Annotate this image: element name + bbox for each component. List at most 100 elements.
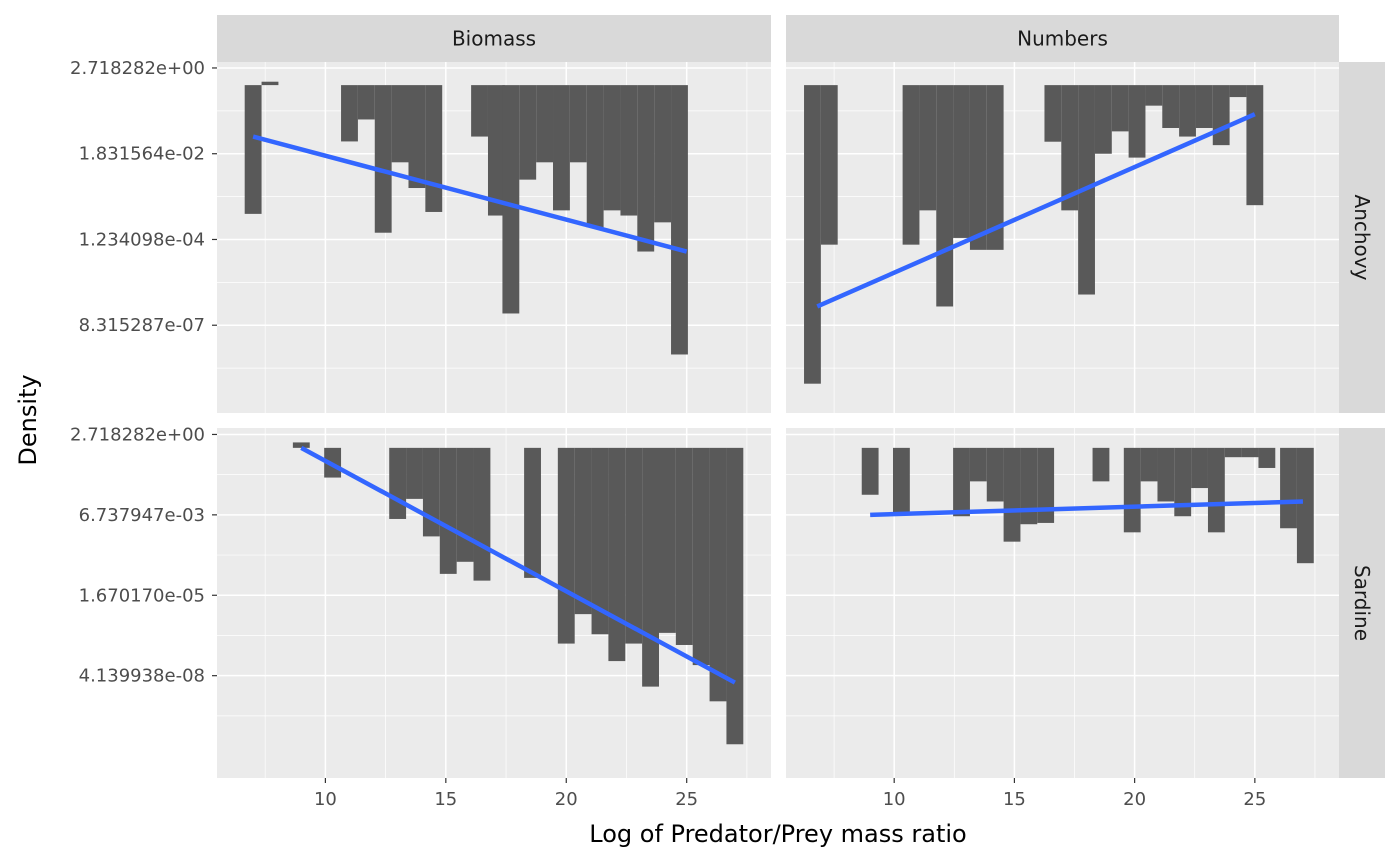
histogram-bar (1229, 85, 1247, 98)
histogram-bar (1179, 85, 1196, 137)
y-tick-label: 8.315287e-07 (79, 315, 205, 336)
x-tick-label: 10 (883, 789, 906, 810)
histogram-bar (1207, 447, 1225, 533)
histogram-bar (1061, 85, 1079, 211)
histogram-bar (625, 447, 643, 644)
facet-strip-biomass (217, 15, 771, 62)
histogram-bar (1094, 85, 1112, 154)
histogram-bar (406, 447, 423, 499)
facet-label-anchovy: Anchovy (1350, 195, 1374, 281)
histogram-bar (1224, 447, 1242, 458)
y-tick-label: 2.718282e+00 (70, 58, 205, 79)
x-tick-label: 25 (1243, 789, 1266, 810)
histogram-bar (1020, 447, 1038, 525)
histogram-bar (591, 447, 609, 635)
y-tick-label: 2.718282e+00 (70, 424, 205, 445)
histogram-bar (1258, 447, 1276, 468)
histogram-bar (608, 447, 626, 662)
histogram-bar (654, 85, 672, 223)
facet-strip-anchovy (1339, 62, 1385, 413)
y-tick-label: 4.139938e-08 (79, 666, 205, 687)
panel-numbers-anchovy (786, 62, 1339, 413)
x-tick-label: 25 (675, 789, 698, 810)
histogram-bar (986, 85, 1004, 250)
regression-line (870, 499, 1304, 518)
histogram-bar (502, 85, 520, 314)
facet-label-biomass: Biomass (452, 27, 536, 51)
histogram-bar (553, 85, 570, 211)
histogram-bar (487, 85, 505, 216)
histogram-bar (574, 447, 592, 615)
x-tick-label: 10 (314, 789, 337, 810)
histogram-bar (1246, 85, 1264, 206)
x-tick-label: 20 (555, 789, 578, 810)
histogram-bar (1195, 85, 1213, 128)
histogram-bar (261, 81, 279, 86)
histogram-bar (1037, 447, 1055, 523)
histogram-bar (620, 85, 638, 216)
histogram-bar (1044, 85, 1062, 142)
x-axis-title: Log of Predator/Prey mass ratio (589, 820, 966, 848)
facet-label-sardine: Sardine (1350, 565, 1374, 641)
histogram-bar (569, 85, 587, 163)
x-tick-label: 20 (1123, 789, 1146, 810)
histogram-bar (675, 447, 693, 645)
histogram-bar (658, 447, 676, 633)
histogram-bar (1174, 447, 1192, 517)
histogram-bar (244, 85, 262, 214)
histogram-bar (969, 85, 987, 250)
x-tick-label: 15 (434, 789, 457, 810)
histogram-bar (1140, 447, 1158, 482)
histogram-bar (953, 447, 970, 517)
histogram-bar (953, 85, 970, 238)
histogram-bar (726, 447, 744, 745)
histogram-bar (902, 85, 920, 245)
histogram-bar (586, 85, 604, 228)
histogram-bar (969, 447, 987, 482)
histogram-bar (1212, 85, 1230, 146)
histogram-bar (1191, 447, 1208, 489)
histogram-bar (524, 447, 541, 578)
panel-biomass-anchovy: 2.718282e+00 1.831564e-02 1.234098e-04 8.31… (70, 58, 771, 413)
histogram-bar (519, 85, 537, 180)
histogram-bar (692, 447, 710, 666)
histogram-bar (292, 442, 310, 448)
histogram-bar (473, 447, 491, 581)
facet-strip-sardine (1339, 428, 1385, 778)
histogram-bar (936, 85, 954, 307)
histogram-bar (1241, 447, 1259, 458)
histogram-bar (642, 447, 659, 687)
y-tick-label: 1.831564e-02 (79, 144, 205, 165)
regression-line (252, 134, 688, 254)
histogram-bar (804, 85, 821, 384)
histogram-bar (892, 447, 910, 515)
y-tick-label: 6.737947e-03 (79, 505, 205, 526)
histogram-bar (986, 447, 1004, 502)
histogram-bar (425, 85, 443, 212)
histogram-bar (919, 85, 937, 211)
histogram-bar (1092, 447, 1110, 482)
histogram-bar (536, 85, 554, 163)
y-axis-title: Density (14, 374, 42, 465)
histogram-bar (637, 85, 655, 252)
y-tick-label: 1.670170e-05 (79, 585, 205, 606)
histogram-bar (471, 85, 488, 137)
y-tick-label: 1.234098e-04 (79, 229, 205, 250)
histogram-bar (1162, 85, 1180, 128)
histogram-bar (1157, 447, 1175, 502)
facet-strip-numbers (786, 15, 1339, 62)
histogram-bar (820, 85, 838, 245)
histogram-bar (1123, 447, 1141, 533)
panel-numbers-sardine: 10 15 20 25 (786, 428, 1339, 810)
regression-line (816, 112, 1256, 309)
histogram-bar (408, 85, 426, 189)
panel-biomass-sardine: 2.718282e+00 6.737947e-03 1.670170e-05 4.13… (70, 424, 771, 810)
histogram-bar (1111, 85, 1129, 132)
histogram-bar (357, 85, 375, 120)
histogram-bar (389, 447, 407, 519)
histogram-bar (1296, 447, 1314, 564)
histogram-bar (671, 85, 688, 355)
x-tick-label: 15 (1003, 789, 1026, 810)
histogram-bar (1003, 447, 1021, 542)
